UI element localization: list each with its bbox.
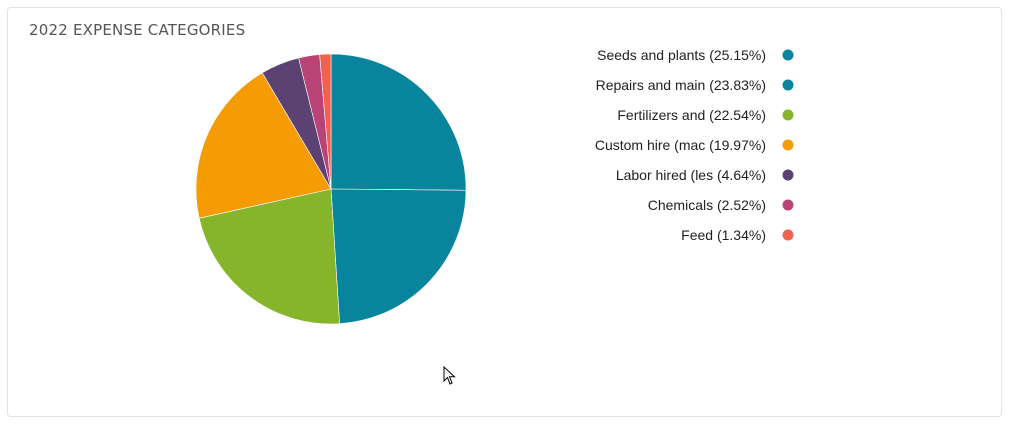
legend-marker[interactable] bbox=[782, 169, 794, 181]
legend-marker[interactable] bbox=[782, 109, 794, 121]
legend-marker[interactable] bbox=[782, 79, 794, 91]
pie-slices bbox=[195, 53, 467, 325]
legend-label: Fertilizers and (22.54%) bbox=[617, 107, 766, 123]
legend: Seeds and plants (25.15%) Repairs and mai… bbox=[595, 47, 794, 243]
legend-marker[interactable] bbox=[782, 229, 794, 241]
legend-label: Seeds and plants (25.15%) bbox=[597, 47, 766, 63]
mouse-cursor-icon bbox=[443, 366, 456, 385]
pie-slice[interactable] bbox=[195, 72, 332, 219]
legend-label: Feed (1.34%) bbox=[681, 227, 766, 243]
chart-card: 2022 EXPENSE CATEGORIES bbox=[7, 7, 1002, 417]
chart-title: 2022 EXPENSE CATEGORIES bbox=[29, 21, 246, 39]
legend-marker[interactable] bbox=[782, 49, 794, 61]
pie-slice[interactable] bbox=[319, 53, 332, 190]
pie-slice[interactable] bbox=[198, 188, 340, 325]
legend-label: Chemicals (2.52%) bbox=[648, 197, 766, 213]
pie-slice[interactable] bbox=[330, 188, 467, 325]
legend-marker[interactable] bbox=[782, 139, 794, 151]
legend-label: Repairs and main (23.83%) bbox=[596, 77, 766, 93]
legend-label: Custom hire (mac (19.97%) bbox=[595, 137, 766, 153]
legend-marker[interactable] bbox=[782, 199, 794, 211]
legend-label: Labor hired (les (4.64%) bbox=[616, 167, 766, 183]
pie-slice[interactable] bbox=[330, 53, 467, 191]
